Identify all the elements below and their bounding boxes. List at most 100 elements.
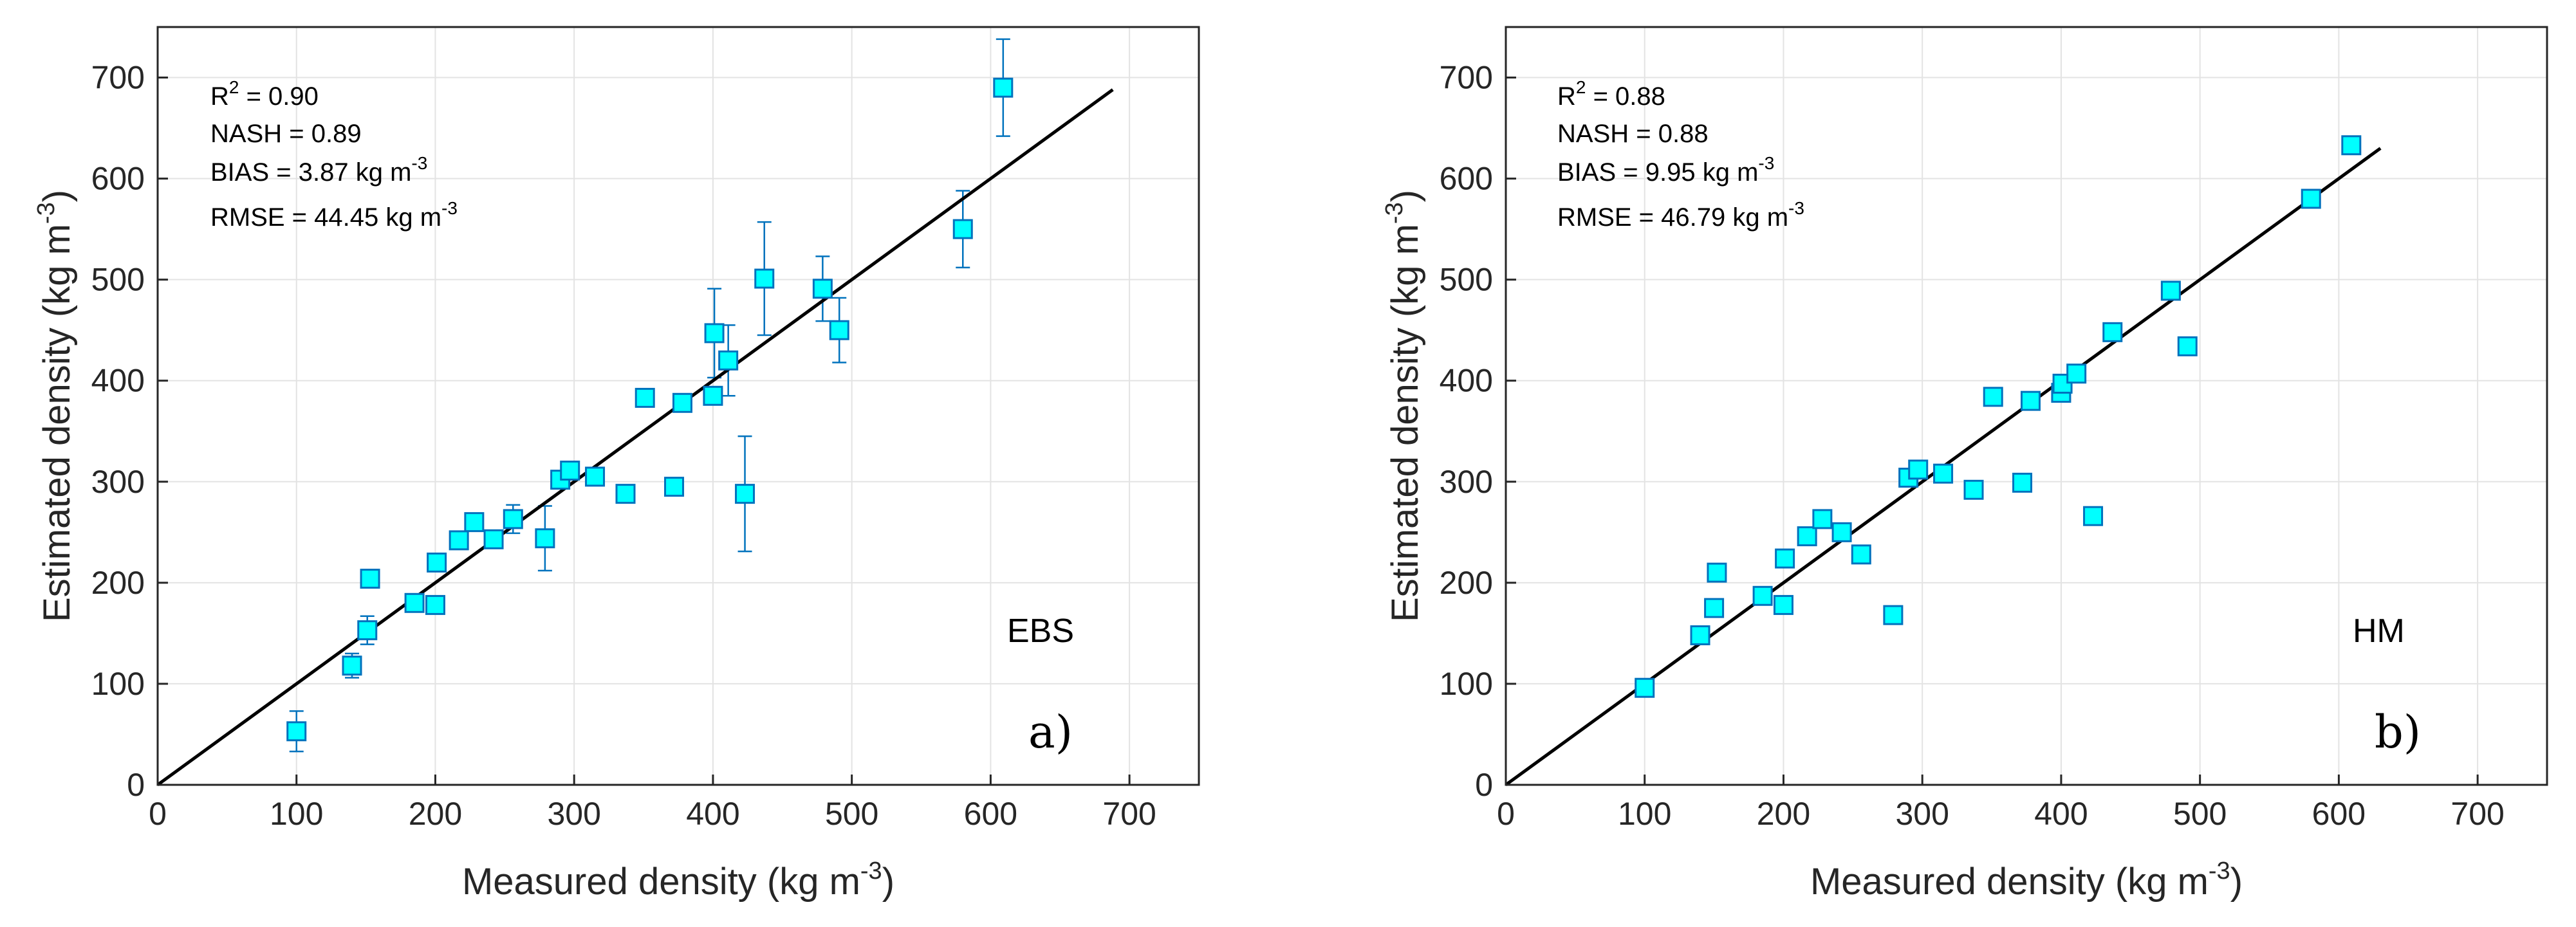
- panel-a-data-point: [703, 385, 723, 406]
- panel-b-label: b): [2375, 706, 2421, 758]
- panel-b-x-tick-label: 500: [2173, 796, 2227, 832]
- panel-b-y-tick-label: 700: [1440, 60, 1493, 96]
- panel-b-data-point: [2160, 280, 2181, 301]
- panel-a-data-point: [664, 477, 685, 497]
- panel-b-x-tick-label: 700: [2451, 796, 2504, 832]
- panel-a-x-tick-label: 200: [409, 796, 462, 832]
- panel-b-nash-stat: NASH = 0.88: [1557, 120, 1709, 148]
- panel-a-axes-frame: [156, 26, 1200, 786]
- panel-b-bias-stat: BIAS = 9.95 kg m-3: [1557, 153, 1774, 187]
- panel-a-data-point: [993, 77, 1014, 98]
- panel-a-ebs: 0 100 200 300 400 500 600 700 0 100 200 300 400 500 6…: [33, 26, 1200, 903]
- panel-a-data-point: [342, 656, 362, 676]
- panel-b-data-point: [1963, 479, 1984, 500]
- panel-a-y-tick-label: 600: [91, 161, 145, 197]
- panel-a-x-tick-labels: 0 100 200 300 400 500 600 700: [149, 796, 1156, 832]
- panel-b-data-point: [1635, 677, 1655, 698]
- panel-b-data-point: [1773, 594, 1793, 615]
- panel-a-y-tick-label: 300: [91, 464, 145, 500]
- panel-b-y-tick-labels: 0 100 200 300 400 500 600 700: [1440, 60, 1493, 803]
- panel-b-data-point: [1908, 459, 1929, 480]
- panel-a-data-point: [357, 620, 378, 641]
- panel-b-x-tick-label: 600: [2312, 796, 2366, 832]
- panel-a-data-point: [360, 569, 380, 589]
- panel-b-data-point: [1797, 526, 1817, 547]
- panel-b-hm: 0 100 200 300 400 500 600 700 0 100 200 300 400 500 6…: [1381, 26, 2548, 903]
- panel-a-bias-stat: BIAS = 3.87 kg m-3: [210, 153, 427, 187]
- panel-b-x-tick-labels: 0 100 200 300 400 500 600 700: [1497, 796, 2505, 832]
- panel-a-y-tick-label: 0: [127, 767, 145, 803]
- panel-b-y-tick-label: 100: [1440, 666, 1493, 702]
- panel-b-data-point: [1831, 522, 1852, 542]
- panel-a-data-point: [635, 387, 655, 408]
- panel-a-data-point: [535, 528, 555, 549]
- panel-b-data-point: [2012, 472, 2033, 493]
- panel-a-data-point: [718, 350, 739, 371]
- panel-b-data-point: [1812, 509, 1833, 529]
- panel-a-y-tick-label: 700: [91, 60, 145, 96]
- panel-a-one-to-one-line: [156, 88, 1114, 787]
- panel-a-fit-line-group: [156, 88, 1114, 787]
- panel-b-axes-frame: [1505, 26, 2548, 786]
- panel-a-nash-stat: NASH = 0.89: [210, 120, 362, 148]
- panel-b-y-tick-label: 0: [1475, 767, 1493, 803]
- panel-a-x-tick-label: 600: [964, 796, 1017, 832]
- panel-b-x-tick-label: 200: [1757, 796, 1810, 832]
- panel-a-data-point: [829, 320, 849, 340]
- panel-a-data-point: [503, 509, 523, 529]
- panel-a-y-tick-label: 200: [91, 565, 145, 601]
- panel-b-data-point: [1983, 387, 2003, 407]
- panel-b-data-point: [2066, 363, 2087, 384]
- panel-a-data-point: [560, 461, 580, 481]
- panel-b-data-point: [1752, 585, 1773, 606]
- panel-a-y-axis-title: Estimated density (kg m-3): [33, 190, 78, 622]
- panel-a-grid: [157, 27, 1199, 785]
- panel-b-x-axis-title: Measured density (kg m-3): [1810, 858, 2243, 903]
- panel-b-data-point: [1775, 548, 1795, 569]
- panel-b-y-axis-title: Estimated density (kg m-3): [1381, 190, 1426, 622]
- panel-a-data-point: [735, 484, 755, 504]
- panel-b-data-point: [1704, 598, 1725, 618]
- panel-a-label: a): [1028, 706, 1073, 758]
- panel-a-data-point: [286, 721, 307, 742]
- panel-b-model-label: HM: [2353, 612, 2405, 650]
- panel-a-r2-stat: R2 = 0.90: [210, 77, 319, 111]
- panel-b-data-point: [1933, 463, 1954, 484]
- panel-b-data-point: [2020, 390, 2041, 411]
- panel-b-data-point: [2083, 506, 2104, 526]
- panel-a-x-tick-label: 500: [825, 796, 878, 832]
- panel-a-x-tick-label: 400: [686, 796, 739, 832]
- panel-a-x-tick-label: 100: [270, 796, 323, 832]
- panel-b-y-tick-label: 600: [1440, 161, 1493, 197]
- panel-b-data-point: [2301, 188, 2321, 209]
- panel-a-y-tick-label: 100: [91, 666, 145, 702]
- panel-a-data-point: [704, 323, 725, 344]
- panel-a-x-tick-label: 0: [149, 796, 167, 832]
- panel-a-ticks: [156, 77, 1131, 786]
- panel-b-x-tick-label: 100: [1618, 796, 1671, 832]
- panel-b-y-tick-label: 400: [1440, 363, 1493, 399]
- panel-b-x-tick-label: 300: [1895, 796, 1949, 832]
- panel-a-data-point: [615, 484, 636, 504]
- panel-a-rmse-stat: RMSE = 44.45 kg m-3: [210, 198, 458, 232]
- panel-a-data-point: [585, 466, 606, 487]
- panel-b-data-point: [1883, 605, 1904, 625]
- panel-a-data-point: [404, 592, 425, 613]
- panel-b-data-point: [1690, 625, 1710, 646]
- panel-a-y-tick-label: 500: [91, 262, 145, 298]
- panel-b-x-tick-label: 400: [2034, 796, 2088, 832]
- panel-a-x-tick-label: 700: [1102, 796, 1156, 832]
- panel-b-y-tick-label: 500: [1440, 262, 1493, 298]
- panel-a-data-point: [427, 552, 447, 573]
- panel-a-data-point: [464, 512, 485, 533]
- panel-b-ticks: [1505, 77, 2479, 786]
- panel-b-data-point: [1851, 544, 1871, 565]
- panel-b-r2-stat: R2 = 0.88: [1557, 77, 1665, 111]
- panel-a-x-tick-label: 300: [547, 796, 600, 832]
- panel-a-data-point: [754, 268, 775, 289]
- panel-a-markers: [286, 77, 1014, 742]
- panel-b-data-point: [2341, 135, 2362, 156]
- panel-b-data-point: [1707, 562, 1727, 583]
- panel-b-markers: [1635, 135, 2362, 698]
